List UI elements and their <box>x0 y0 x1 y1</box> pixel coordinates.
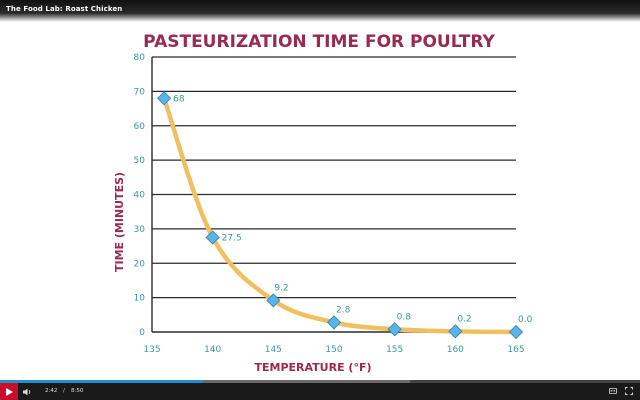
x-tick-145: 145 <box>265 345 282 355</box>
y-axis-label: TIME (MINUTES) <box>113 172 126 272</box>
data-points <box>157 91 524 340</box>
x-tick-135: 135 <box>143 345 160 355</box>
data-label-2: 9.2 <box>274 283 288 293</box>
volume-icon[interactable] <box>22 387 32 397</box>
y-tick-20: 20 <box>134 259 146 269</box>
play-icon <box>5 387 13 396</box>
data-label-4: 0.8 <box>397 312 412 322</box>
time-separator: / <box>63 388 65 394</box>
y-tick-60: 60 <box>134 122 146 132</box>
chart-title: PASTEURIZATION TIME FOR POULTRY <box>143 32 495 52</box>
series-line <box>161 96 519 335</box>
y-tick-10: 10 <box>134 294 146 304</box>
data-point-4 <box>387 322 402 337</box>
y-tick-70: 70 <box>134 87 146 97</box>
data-label-6: 0.0 <box>518 315 533 325</box>
play-button[interactable] <box>0 383 18 400</box>
seek-progress <box>0 380 203 383</box>
pasteurization-chart: PASTEURIZATION TIME FOR POULTRY 0 10 20 30 4… <box>113 32 533 374</box>
data-labels: 68 27.5 9.2 2.8 0.8 0.2 0.0 <box>173 94 532 325</box>
chart-grid <box>152 56 516 299</box>
x-tick-160: 160 <box>447 345 464 355</box>
captions-icon[interactable] <box>609 388 617 394</box>
y-tick-0: 0 <box>139 328 145 338</box>
time-current: 2:42 <box>45 388 58 394</box>
data-point-0 <box>157 91 172 106</box>
y-tick-30: 30 <box>134 225 146 235</box>
fullscreen-icon[interactable] <box>625 387 633 395</box>
y-tick-40: 40 <box>134 191 146 201</box>
data-point-3 <box>326 315 342 330</box>
video-controls <box>0 380 640 400</box>
chart-area: PASTEURIZATION TIME FOR POULTRY 0 10 20 30 4… <box>0 22 640 380</box>
data-point-2 <box>266 293 281 308</box>
seek-buffered <box>0 380 410 383</box>
x-tick-140: 140 <box>204 345 221 355</box>
x-tick-155: 155 <box>386 345 403 355</box>
y-tick-labels: 0 10 20 30 40 50 60 70 80 <box>134 53 146 338</box>
x-tick-165: 165 <box>507 345 524 355</box>
video-title: The Food Lab: Roast Chicken <box>6 5 123 13</box>
x-tick-150: 150 <box>325 345 342 355</box>
data-point-5 <box>448 324 463 339</box>
series-line-group <box>161 96 519 335</box>
data-label-5: 0.2 <box>457 314 471 324</box>
data-point-6 <box>508 324 524 340</box>
seek-bar[interactable] <box>0 380 640 383</box>
time-total: 8:50 <box>71 388 84 394</box>
y-tick-80: 80 <box>134 53 146 63</box>
y-tick-50: 50 <box>134 156 146 166</box>
data-label-1: 27.5 <box>222 233 242 243</box>
data-label-0: 68 <box>173 94 185 104</box>
video-title-bar: The Food Lab: Roast Chicken <box>0 0 640 22</box>
data-label-3: 2.8 <box>336 305 351 315</box>
data-point-1 <box>205 230 220 245</box>
x-tick-labels: 135 140 145 150 155 160 165 <box>143 345 524 355</box>
x-axis-label: TEMPERATURE (°F) <box>255 361 372 374</box>
